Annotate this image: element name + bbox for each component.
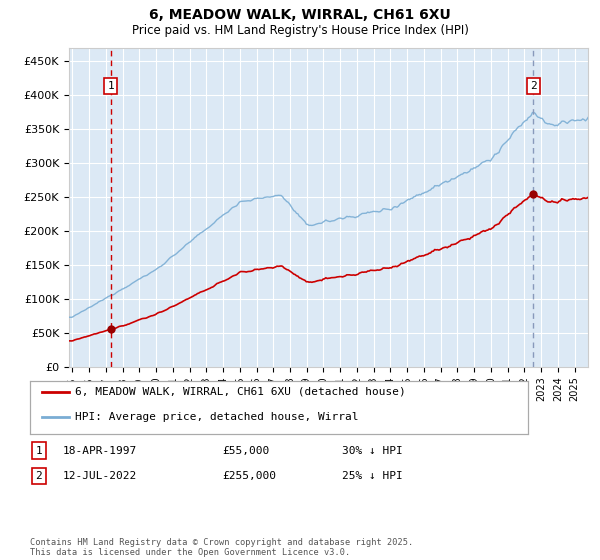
Text: 1: 1 bbox=[35, 446, 43, 456]
Text: 6, MEADOW WALK, WIRRAL, CH61 6XU (detached house): 6, MEADOW WALK, WIRRAL, CH61 6XU (detach… bbox=[75, 387, 406, 397]
Text: 18-APR-1997: 18-APR-1997 bbox=[63, 446, 137, 456]
Text: Contains HM Land Registry data © Crown copyright and database right 2025.
This d: Contains HM Land Registry data © Crown c… bbox=[30, 538, 413, 557]
Text: 1: 1 bbox=[107, 81, 114, 91]
Text: 2: 2 bbox=[530, 81, 536, 91]
Text: HPI: Average price, detached house, Wirral: HPI: Average price, detached house, Wirr… bbox=[75, 412, 359, 422]
Text: 12-JUL-2022: 12-JUL-2022 bbox=[63, 471, 137, 481]
Text: 30% ↓ HPI: 30% ↓ HPI bbox=[342, 446, 403, 456]
Text: Price paid vs. HM Land Registry's House Price Index (HPI): Price paid vs. HM Land Registry's House … bbox=[131, 24, 469, 36]
Text: 2: 2 bbox=[35, 471, 43, 481]
Text: 6, MEADOW WALK, WIRRAL, CH61 6XU: 6, MEADOW WALK, WIRRAL, CH61 6XU bbox=[149, 8, 451, 22]
Text: £255,000: £255,000 bbox=[222, 471, 276, 481]
Text: 25% ↓ HPI: 25% ↓ HPI bbox=[342, 471, 403, 481]
Text: £55,000: £55,000 bbox=[222, 446, 269, 456]
